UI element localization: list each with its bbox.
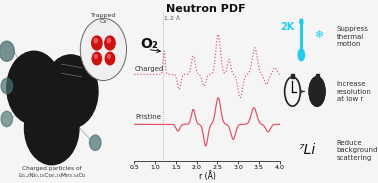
Circle shape: [94, 55, 97, 58]
Circle shape: [43, 55, 98, 128]
Text: Suppress
thermal
motion: Suppress thermal motion: [337, 26, 369, 47]
Text: 1.2 Å: 1.2 Å: [164, 16, 180, 21]
Circle shape: [298, 49, 305, 61]
Text: Neutron PDF: Neutron PDF: [166, 4, 246, 14]
Text: Charged particles of
Li₁.₂Ni₀.₁₅Co₀.₁₅Mn₀.₅₄O₂: Charged particles of Li₁.₂Ni₀.₁₅Co₀.₁₅Mn…: [18, 166, 85, 178]
Circle shape: [7, 51, 61, 124]
Bar: [316, 74, 319, 78]
Circle shape: [92, 36, 102, 50]
Circle shape: [80, 18, 127, 81]
Circle shape: [107, 38, 110, 43]
Bar: [300, 22, 303, 55]
X-axis label: r (Å): r (Å): [198, 172, 215, 182]
Text: 2K: 2K: [280, 23, 295, 32]
Circle shape: [105, 52, 115, 65]
Circle shape: [92, 52, 102, 65]
Circle shape: [105, 36, 115, 50]
Circle shape: [90, 135, 101, 150]
Text: Reduce
background
scattering: Reduce background scattering: [337, 140, 378, 160]
Circle shape: [1, 78, 12, 94]
Circle shape: [25, 92, 79, 165]
Text: Charged: Charged: [135, 66, 164, 72]
Text: ⁷Li: ⁷Li: [299, 143, 316, 157]
Text: ❄: ❄: [314, 30, 324, 40]
Text: Pristine: Pristine: [135, 114, 161, 120]
Text: Trapped
O₂: Trapped O₂: [91, 13, 116, 24]
Circle shape: [0, 41, 14, 61]
Circle shape: [309, 77, 325, 106]
Circle shape: [94, 38, 98, 43]
Circle shape: [1, 111, 12, 127]
Text: Increase
resolution
at low r: Increase resolution at low r: [337, 81, 372, 102]
Circle shape: [107, 55, 110, 58]
Text: O₂: O₂: [140, 37, 158, 51]
Circle shape: [300, 19, 303, 25]
Bar: [291, 74, 294, 78]
